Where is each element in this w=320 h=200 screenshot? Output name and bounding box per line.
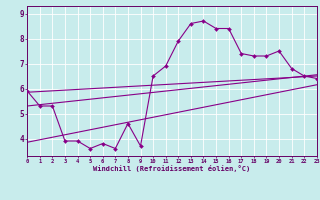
X-axis label: Windchill (Refroidissement éolien,°C): Windchill (Refroidissement éolien,°C) — [93, 165, 251, 172]
